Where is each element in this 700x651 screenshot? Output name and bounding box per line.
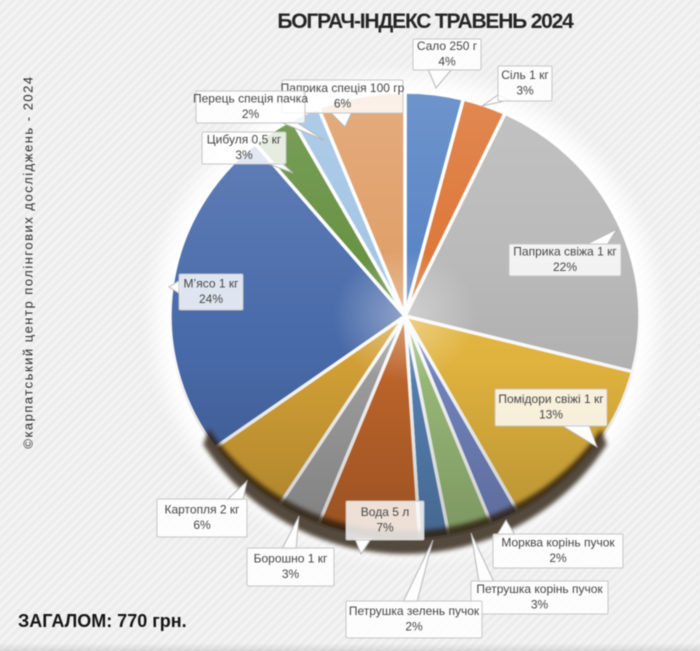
svg-text:М’ясо 1 кг: М’ясо 1 кг bbox=[184, 277, 240, 291]
svg-text:4%: 4% bbox=[438, 55, 456, 69]
svg-text:Паприка спеція 100 гр: Паприка спеція 100 гр bbox=[281, 81, 405, 95]
svg-text:13%: 13% bbox=[539, 408, 563, 422]
svg-text:3%: 3% bbox=[531, 598, 549, 612]
svg-text:6%: 6% bbox=[334, 97, 352, 111]
svg-text:24%: 24% bbox=[199, 292, 223, 306]
svg-text:2%: 2% bbox=[242, 107, 260, 121]
svg-text:3%: 3% bbox=[235, 148, 253, 162]
svg-text:Сіль 1 кг: Сіль 1 кг bbox=[501, 68, 549, 82]
svg-text:Цибуля 0,5 кг: Цибуля 0,5 кг bbox=[207, 133, 282, 147]
svg-text:2%: 2% bbox=[405, 620, 423, 634]
svg-text:Морква корінь пучок: Морква корінь пучок bbox=[501, 536, 615, 550]
svg-text:Борошно 1 кг: Борошно 1 кг bbox=[254, 552, 328, 566]
svg-text:2%: 2% bbox=[549, 551, 567, 565]
svg-text:6%: 6% bbox=[193, 518, 211, 532]
svg-text:Картопля 2 кг: Картопля 2 кг bbox=[164, 503, 240, 517]
svg-text:Помідори свіжі 1 кг: Помідори свіжі 1 кг bbox=[498, 392, 604, 406]
svg-text:7%: 7% bbox=[376, 521, 394, 535]
svg-text:Сало 250 г: Сало 250 г bbox=[417, 39, 478, 53]
svg-text:3%: 3% bbox=[516, 84, 534, 98]
svg-text:3%: 3% bbox=[282, 567, 300, 581]
svg-text:22%: 22% bbox=[553, 260, 577, 274]
svg-text:Вода 5 л: Вода 5 л bbox=[361, 505, 409, 519]
svg-text:Перець спеція пачка: Перець спеція пачка bbox=[193, 92, 308, 106]
svg-text:Петрушка зелень пучок: Петрушка зелень пучок bbox=[349, 604, 480, 618]
svg-text:Петрушка корінь пучок: Петрушка корінь пучок bbox=[476, 582, 603, 596]
svg-text:Паприка свіжа 1 кг: Паприка свіжа 1 кг bbox=[513, 245, 617, 259]
